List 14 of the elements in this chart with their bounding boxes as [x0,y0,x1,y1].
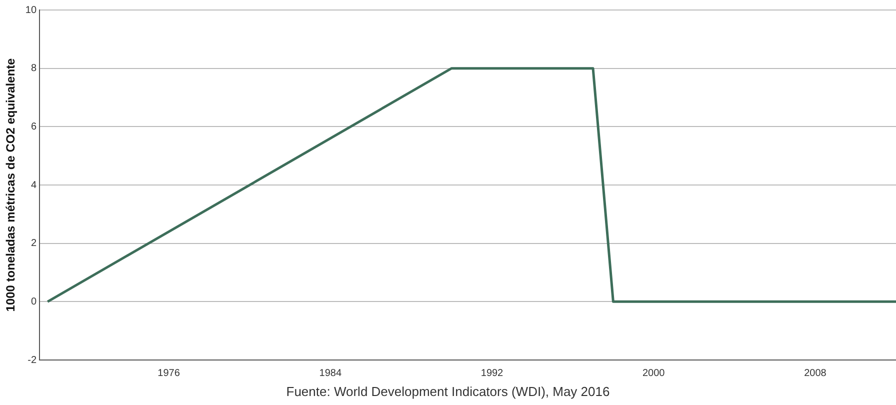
y-tick-label: 6 [30,121,37,132]
x-tick-label: 1992 [480,368,504,379]
x-tick-label: 2000 [642,368,666,379]
y-tick-label: 8 [30,63,37,74]
y-tick-label: -2 [28,354,37,366]
x-tick-label: 1984 [319,368,342,379]
y-axis-title: 1000 toneladas métricas de CO2 equivalente [4,58,18,312]
y-tick-label: 4 [30,180,37,191]
y-tick-label: 0 [30,296,37,308]
y-tick-label: 10 [25,4,37,16]
x-tick-label: 2008 [804,368,827,379]
x-tick-label: 1976 [158,368,180,379]
y-tick-label: 2 [30,238,37,250]
source-note: Fuente: World Development Indicators (WDI), May 2016 [285,384,611,399]
